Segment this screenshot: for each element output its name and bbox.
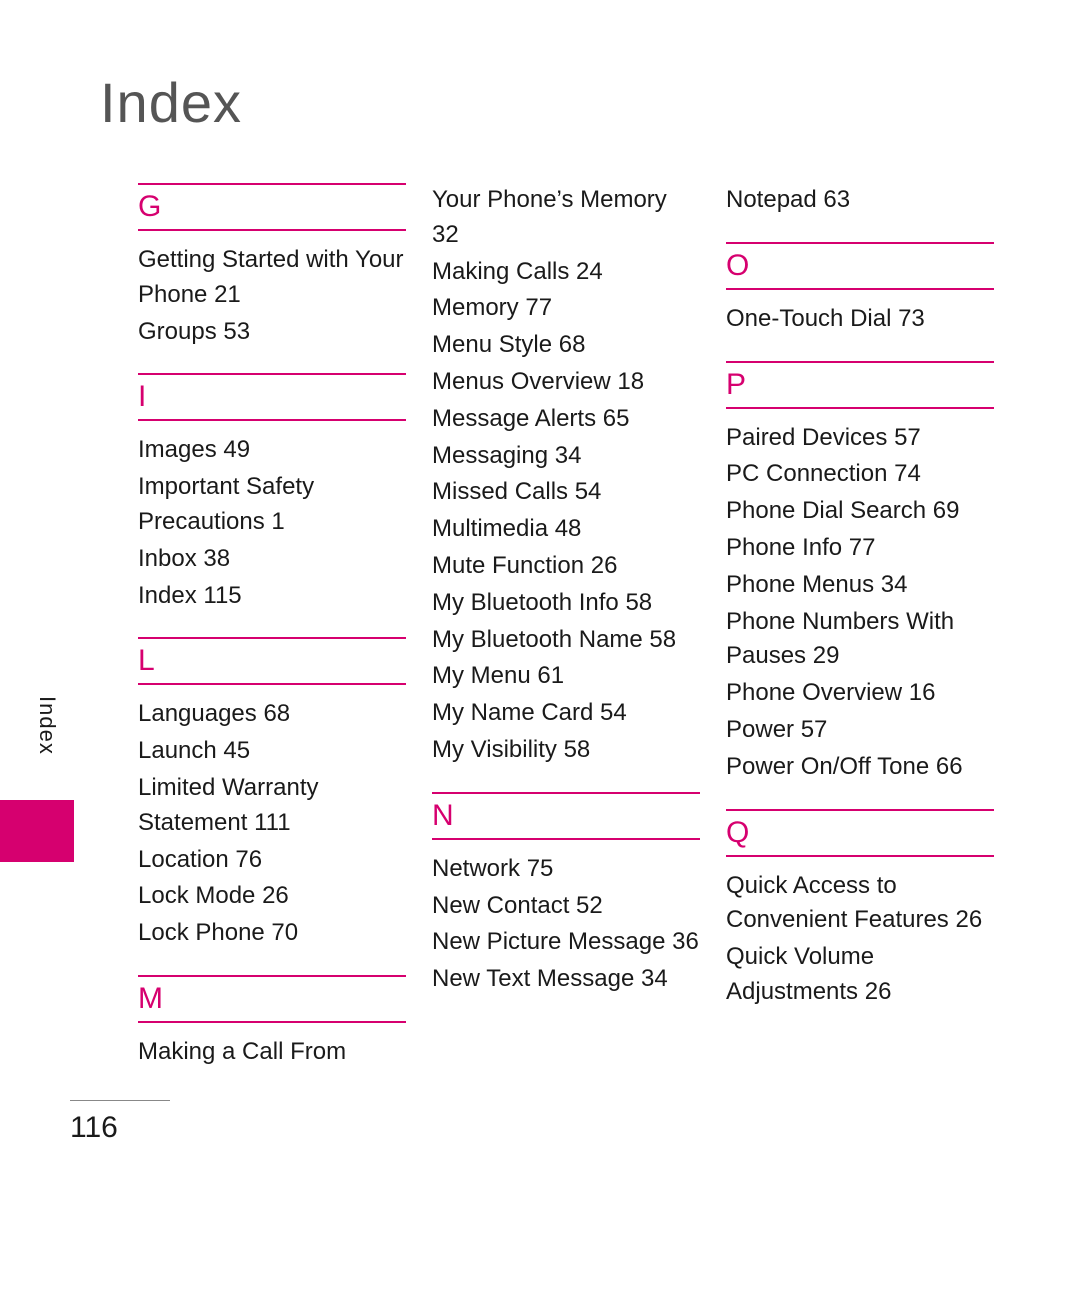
index-entry: Menus Overview 18: [432, 365, 700, 400]
index-letter-heading: G: [138, 183, 406, 231]
index-entry: Lock Phone 70: [138, 916, 406, 951]
index-entry: New Contact 52: [432, 889, 700, 924]
index-entry: Getting Started with Your Phone 21: [138, 243, 406, 313]
index-page: Index G Getting Started with Your Phone 2…: [0, 0, 1080, 1295]
index-entry: Location 76: [138, 843, 406, 878]
index-columns: G Getting Started with Your Phone 21Group…: [100, 183, 1010, 1072]
index-entry: Power 57: [726, 713, 994, 748]
index-entry: PC Connection 74: [726, 457, 994, 492]
page-title: Index: [100, 70, 1010, 135]
index-letter-heading: Q: [726, 809, 994, 857]
index-entry: Quick Volume Adjustments 26: [726, 940, 994, 1010]
index-letter-heading: P: [726, 361, 994, 409]
index-letter-heading: N: [432, 792, 700, 840]
index-entry: Index 115: [138, 579, 406, 614]
index-entry: Phone Dial Search 69: [726, 494, 994, 529]
index-entry: Quick Access to Convenient Features 26: [726, 869, 994, 939]
index-entry: Paired Devices 57: [726, 421, 994, 456]
index-entry: Important Safety Precautions 1: [138, 470, 406, 540]
index-column: Notepad 63 O One-Touch Dial 73 P Paired Devi…: [726, 183, 994, 1072]
index-entry: Phone Numbers With Pauses 29: [726, 605, 994, 675]
index-entry: Languages 68: [138, 697, 406, 732]
index-entry: Phone Overview 16: [726, 676, 994, 711]
index-entry: Network 75: [432, 852, 700, 887]
index-entry: My Menu 61: [432, 659, 700, 694]
side-tab-label: Index: [34, 696, 60, 755]
index-letter-heading: I: [138, 373, 406, 421]
index-entry: Missed Calls 54: [432, 475, 700, 510]
index-entry: Mute Function 26: [432, 549, 700, 584]
index-entry: New Picture Message 36: [432, 925, 700, 960]
index-entry: Notepad 63: [726, 183, 994, 218]
index-entry: Lock Mode 26: [138, 879, 406, 914]
index-entry: Menu Style 68: [432, 328, 700, 363]
page-number: 116: [70, 1100, 170, 1145]
index-entry: Power On/Off Tone 66: [726, 750, 994, 785]
index-entry: New Text Message 34: [432, 962, 700, 997]
index-entry: Multimedia 48: [432, 512, 700, 547]
index-entry: Memory 77: [432, 291, 700, 326]
index-entry: Images 49: [138, 433, 406, 468]
index-letter-heading: L: [138, 637, 406, 685]
index-entry: Your Phone’s Memory 32: [432, 183, 700, 253]
index-entry: My Bluetooth Name 58: [432, 623, 700, 658]
index-entry: Limited Warranty Statement 111: [138, 771, 406, 841]
side-tab-bar: [0, 800, 74, 862]
index-entry: Groups 53: [138, 315, 406, 350]
index-entry: Phone Menus 34: [726, 568, 994, 603]
index-entry: Messaging 34: [432, 439, 700, 474]
index-column: G Getting Started with Your Phone 21Group…: [138, 183, 406, 1072]
index-column: Your Phone’s Memory 32Making Calls 24Mem…: [432, 183, 700, 1072]
index-letter-heading: M: [138, 975, 406, 1023]
index-entry: Launch 45: [138, 734, 406, 769]
side-tab: Index: [0, 676, 74, 876]
index-entry: Message Alerts 65: [432, 402, 700, 437]
index-entry: One-Touch Dial 73: [726, 302, 994, 337]
index-entry: Making a Call From: [138, 1035, 406, 1070]
index-entry: My Bluetooth Info 58: [432, 586, 700, 621]
index-entry: My Name Card 54: [432, 696, 700, 731]
index-entry: Inbox 38: [138, 542, 406, 577]
index-entry: My Visibility 58: [432, 733, 700, 768]
index-entry: Phone Info 77: [726, 531, 994, 566]
index-letter-heading: O: [726, 242, 994, 290]
index-entry: Making Calls 24: [432, 255, 700, 290]
